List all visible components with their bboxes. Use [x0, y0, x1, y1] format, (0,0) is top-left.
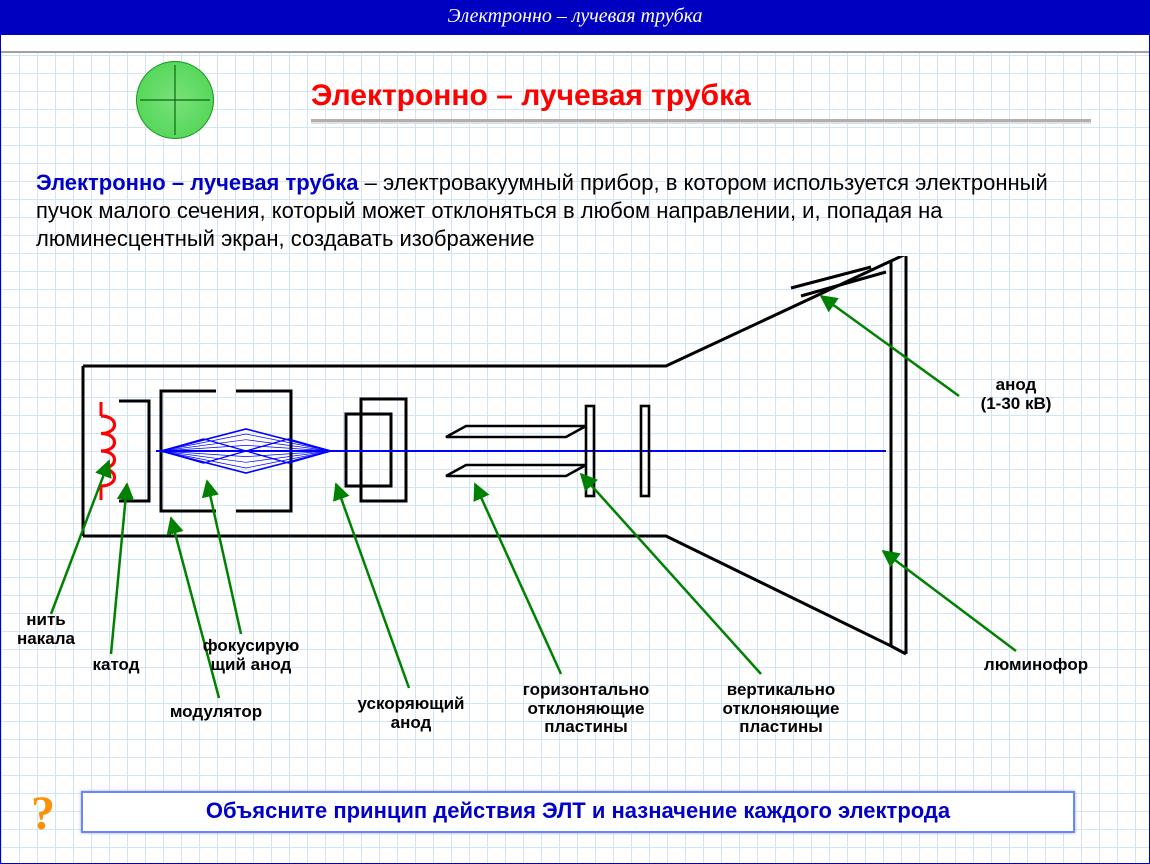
slide-page: Электронно – лучевая трубка Электронно –…	[0, 0, 1150, 864]
label-focus: фокусирующий анод	[186, 637, 316, 674]
slide-title: Электронно – лучевая трубка	[311, 79, 751, 113]
label-accel: ускоряющийанод	[341, 695, 481, 732]
header-bar: Электронно – лучевая трубка	[1, 1, 1149, 35]
label-filament: нитьнакала	[6, 611, 86, 648]
title-rule	[311, 119, 1091, 124]
header-title: Электронно – лучевая трубка	[448, 5, 703, 27]
header-subbar	[1, 35, 1149, 53]
label-hplates: горизонтальноотклоняющиепластины	[496, 681, 676, 737]
definition-paragraph: Электронно – лучевая трубка – электровак…	[36, 169, 1106, 253]
crt-logo-icon	[136, 61, 214, 139]
label-vplates: вертикальноотклоняющиепластины	[691, 681, 871, 737]
definition-lead: Электронно – лучевая трубка	[36, 170, 359, 195]
question-box: Объясните принцип действия ЭЛТ и назначе…	[81, 791, 1075, 833]
label-modulator: модулятор	[156, 703, 276, 722]
question-mark-icon: ?	[31, 786, 55, 841]
label-phosphor: люминофор	[961, 656, 1111, 675]
question-text: Объясните принцип действия ЭЛТ и назначе…	[206, 798, 950, 823]
label-cathode: катод	[76, 656, 156, 675]
label-anode: анод(1-30 кВ)	[956, 376, 1076, 413]
